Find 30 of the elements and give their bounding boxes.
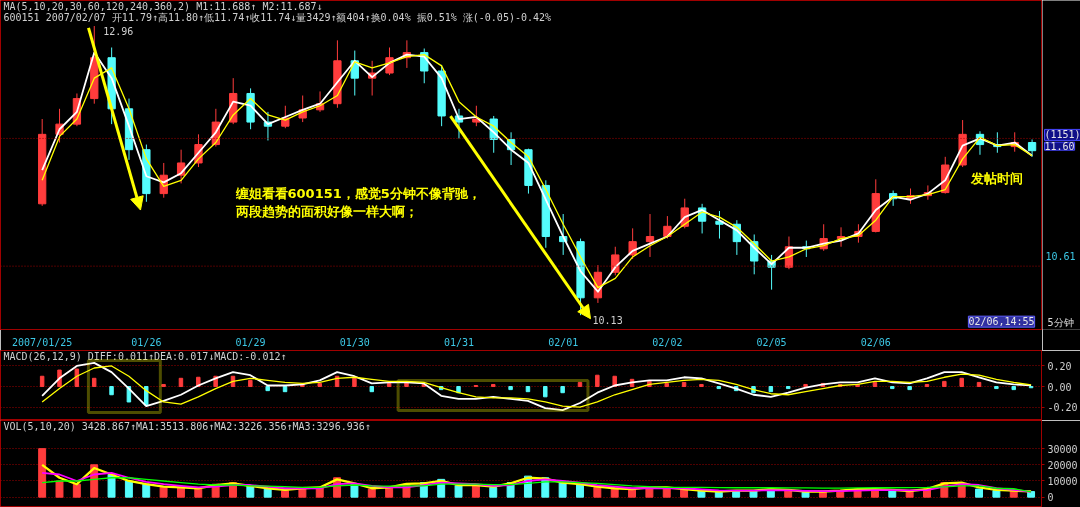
x-tick-label: 02/02 [652,336,683,348]
y-tick-label: -0.20 [1047,402,1078,414]
text: 600151 2007/02/07 开11.79↑高11.80↑低11.74↑收11.74↓量3429↑额404↑换0.04% 振0.51% 涨(-0.05)-0.42% [3,12,552,24]
annotation: 02/06,14:55 [968,316,1035,328]
x-tick-label: 2007/01/25 [12,336,73,348]
x-tick-label: 01/29 [235,336,266,348]
annotation: 发帖时间 [969,171,1023,187]
y-tick-label: 20000 [1047,459,1078,471]
chart-title: VOL(5,10,20) 3428.867↑MA1:3513.806↑MA2:3226.356↑MA3:3296.936↑ [3,420,371,432]
text: 11.60 [1044,141,1075,153]
x-tick-label: 02/05 [756,336,787,348]
text: 5分钟 [1047,317,1074,329]
ref-line-label: 10.61 [1045,250,1076,262]
y-tick-label: 30000 [1047,443,1078,455]
annotation: 两段趋势的面积好像一样大啊； [234,203,418,219]
y-tick-label: 10000 [1047,475,1078,487]
x-tick-label: 01/26 [131,336,162,348]
x-tick-label: 02/06 [860,336,891,348]
annotation: 缠姐看看600151，感觉5分钟不像背驰， [234,185,481,201]
annotation: 12.96 [103,26,134,38]
text: (1151) [1044,129,1080,141]
chart-title: MACD(26,12,9) DIFF:0.011↑DEA:0.017↓MACD:-0.012↑ [3,350,287,362]
y-tick-label: 0.00 [1047,381,1072,393]
x-tick-label: 01/31 [443,336,475,348]
x-tick-label: 01/30 [339,336,370,348]
x-tick-label: 02/01 [548,336,579,348]
y-tick-label: 0.20 [1047,360,1072,372]
chart-title: MA(5,10,20,30,60,120,240,360,2) M1:11.688↑ M2:11.687↓ [3,0,323,12]
y-tick-label: 0 [1047,492,1054,504]
annotation: 10.13 [592,315,623,327]
